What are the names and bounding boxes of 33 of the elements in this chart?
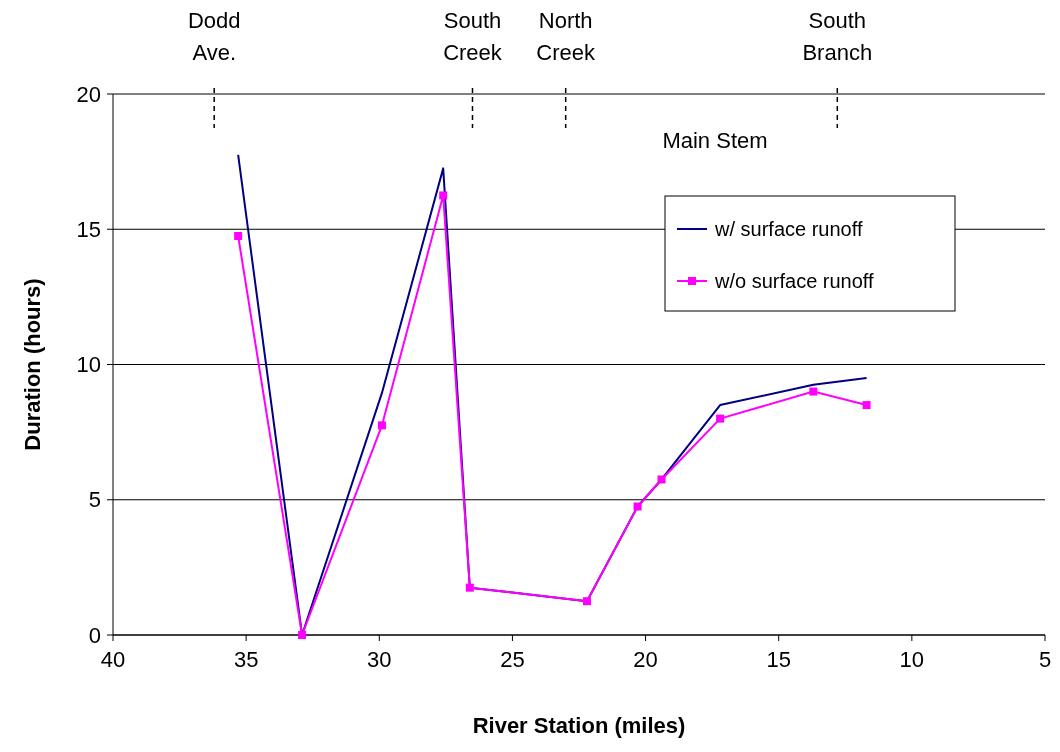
annotation: Main Stem — [662, 128, 768, 153]
ref-line-label: Dodd Ave. — [187, 8, 241, 65]
x-tick-label: 40 — [100, 647, 126, 672]
ref-line-label: South Branch — [802, 8, 873, 65]
y-tick-label: 10 — [76, 352, 101, 378]
legend-label: w/ surface runoff — [714, 218, 863, 240]
y-tick-label: 20 — [76, 81, 101, 107]
x-tick-label: 5 — [1038, 647, 1052, 672]
y-tick-label: 5 — [88, 487, 101, 513]
point — [439, 191, 448, 200]
point — [234, 232, 243, 241]
point — [716, 414, 725, 423]
x-axis-title: River Station (miles) — [472, 713, 686, 738]
x-tick-label: 20 — [633, 647, 658, 672]
y-tick-label: 0 — [88, 622, 101, 648]
point — [657, 475, 666, 484]
ref-line-label: North Creek — [536, 8, 597, 65]
x-tick-label: 35 — [233, 647, 259, 672]
x-tick-label: 25 — [500, 647, 525, 672]
point — [633, 502, 642, 511]
point — [465, 583, 474, 592]
point — [809, 387, 818, 396]
x-tick-label: 10 — [899, 647, 925, 672]
point — [298, 631, 307, 639]
point — [862, 401, 871, 410]
y-axis-title: Duration (hours) — [20, 278, 45, 451]
legend-label: w/o surface runoff — [714, 270, 875, 292]
x-tick-label: 15 — [766, 647, 791, 672]
point — [582, 597, 591, 606]
y-tick-label: 15 — [76, 216, 101, 242]
x-tick-label: 30 — [367, 647, 392, 672]
point — [377, 421, 386, 430]
ref-line-label: South Creek — [443, 8, 503, 65]
